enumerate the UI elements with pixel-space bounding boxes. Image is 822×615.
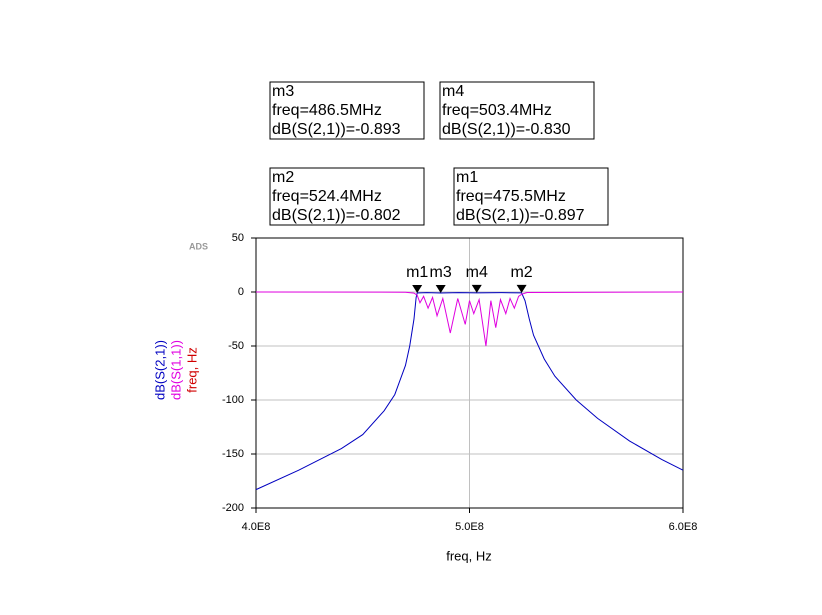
marker-box-line: dB(S(2,1))=-0.897 <box>456 207 585 224</box>
marker-box-title: m3 <box>272 83 294 100</box>
series-line <box>255 292 684 491</box>
y-axis-label: freq, Hz <box>184 347 199 393</box>
x-axis-label: freq, Hz <box>446 548 492 563</box>
watermark: ADS <box>189 241 208 251</box>
legend-label: dB(S(2,1)) <box>152 340 167 400</box>
marker-box-line: freq=503.4MHz <box>442 102 552 119</box>
marker-box <box>453 167 609 226</box>
x-tick-label: 5.0E8 <box>455 521 484 533</box>
marker-label: m4 <box>466 264 488 281</box>
x-tick-label: 6.0E8 <box>669 521 698 533</box>
y-tick-label: -150 <box>222 448 244 460</box>
marker-box-title: m4 <box>442 83 464 100</box>
y-tick-label: -100 <box>222 394 244 406</box>
marker-box-line: dB(S(2,1))=-0.802 <box>272 207 401 224</box>
marker-box-line: dB(S(2,1))=-0.893 <box>272 121 401 138</box>
marker-box-line: freq=524.4MHz <box>272 188 382 205</box>
marker-triangle <box>471 284 482 293</box>
marker-box-line: freq=475.5MHz <box>456 188 566 205</box>
marker-label: m1 <box>406 264 428 281</box>
marker-triangle <box>516 284 527 293</box>
y-tick-label: -200 <box>222 502 244 514</box>
y-tick-label: 0 <box>238 286 244 298</box>
marker-box-title: m1 <box>456 169 478 186</box>
y-tick-label: -50 <box>228 340 244 352</box>
series-line <box>255 291 684 347</box>
marker-label: m2 <box>510 264 532 281</box>
marker-box <box>269 167 425 226</box>
y-tick-label: 50 <box>232 232 244 244</box>
marker-box <box>439 81 595 140</box>
marker-box <box>269 81 425 140</box>
marker-label: m3 <box>430 264 452 281</box>
marker-box-line: dB(S(2,1))=-0.830 <box>442 121 571 138</box>
x-tick-label: 4.0E8 <box>242 521 271 533</box>
marker-box-line: freq=486.5MHz <box>272 102 382 119</box>
plot-frame <box>255 237 684 509</box>
marker-box-title: m2 <box>272 169 294 186</box>
legend-label: dB(S(1,1)) <box>168 340 183 400</box>
marker-triangle <box>412 284 423 293</box>
marker-triangle <box>435 284 446 293</box>
